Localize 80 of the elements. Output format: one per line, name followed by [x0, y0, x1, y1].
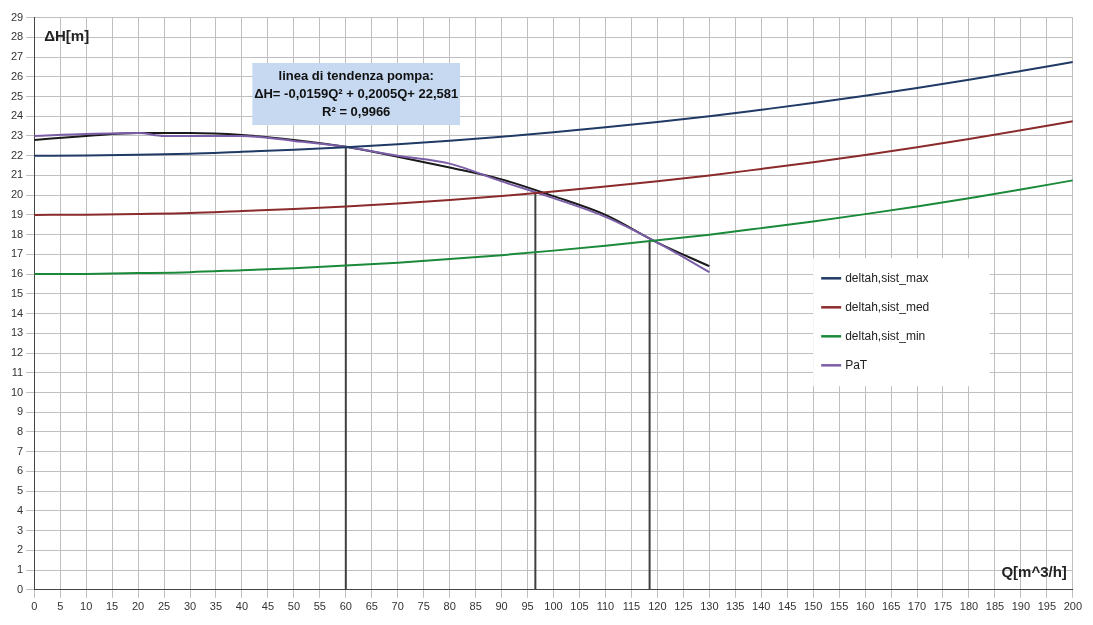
- y-tick-label: 15: [10, 286, 24, 299]
- x-tick-label: 130: [700, 600, 719, 613]
- x-tick-label: 190: [1011, 600, 1031, 613]
- y-tick-label: 3: [17, 523, 24, 536]
- y-tick-label: 4: [17, 503, 24, 516]
- y-tick-label: 24: [10, 109, 24, 122]
- x-tick-label: 0: [31, 600, 38, 613]
- x-tick-label: 115: [622, 600, 641, 613]
- x-tick-label: 100: [544, 600, 563, 613]
- x-tick-label: 15: [106, 600, 119, 613]
- y-tick-label: 11: [11, 365, 24, 378]
- x-tick-label: 10: [80, 600, 93, 613]
- x-tick-label: 125: [674, 600, 693, 613]
- x-tick-label: 20: [131, 600, 145, 613]
- x-tick-label: 110: [596, 600, 615, 613]
- x-tick-label: 65: [365, 600, 378, 613]
- x-tick-label: 105: [570, 600, 589, 613]
- y-tick-label: 5: [17, 484, 24, 497]
- x-tick-label: 145: [778, 600, 797, 613]
- x-tick-label: 170: [907, 600, 927, 613]
- x-tick-label: 175: [933, 600, 953, 613]
- annotation: ΔH= -0,0159Q² + 0,2005Q+ 22,581: [254, 85, 459, 101]
- x-tick-label: 135: [726, 600, 745, 613]
- y-tick-label: 17: [10, 247, 24, 260]
- x-tick-label: 120: [648, 600, 667, 613]
- x-tick-label: 50: [287, 600, 301, 613]
- x-tick-label: 40: [235, 600, 249, 613]
- x-tick-label: 195: [1037, 600, 1057, 613]
- x-tick-label: 180: [959, 600, 979, 613]
- y-tick-label: 28: [10, 30, 24, 43]
- y-tick-label: 19: [10, 207, 24, 220]
- x-tick-label: 80: [443, 600, 456, 613]
- x-tick-label: 95: [521, 600, 534, 613]
- x-tick-label: 140: [752, 600, 771, 613]
- y-tick-label: 7: [17, 444, 24, 457]
- y-tick-label: 12: [10, 346, 24, 359]
- legend-label: deltah,sist_min: [845, 328, 926, 343]
- y-axis-title: ΔH[m]: [44, 27, 90, 45]
- y-tick-label: 0: [17, 582, 24, 595]
- y-tick-label: 8: [17, 424, 24, 437]
- y-tick-label: 22: [10, 148, 24, 161]
- y-tick-label: 20: [10, 188, 24, 201]
- x-tick-label: 160: [855, 600, 875, 613]
- x-tick-label: 60: [339, 600, 352, 613]
- annotation: R² = 0,9966: [322, 103, 391, 119]
- x-tick-label: 200: [1063, 600, 1082, 613]
- x-tick-label: 155: [829, 600, 849, 613]
- y-tick-label: 1: [17, 563, 24, 576]
- x-tick-label: 85: [469, 600, 482, 613]
- y-tick-label: 23: [10, 129, 24, 142]
- x-axis-title: Q[m^3/h]: [1001, 562, 1067, 580]
- legend-label: deltah,sist_max: [845, 270, 929, 285]
- y-tick-label: 13: [10, 326, 24, 339]
- y-tick-label: 9: [17, 405, 24, 418]
- x-tick-label: 70: [391, 600, 404, 613]
- y-tick-label: 29: [10, 10, 24, 23]
- x-tick-label: 55: [313, 600, 326, 613]
- x-tick-label: 185: [985, 600, 1005, 613]
- x-tick-label: 35: [209, 600, 223, 613]
- y-tick-label: 27: [10, 50, 24, 63]
- y-tick-label: 2: [17, 543, 24, 556]
- legend-label: PaT: [845, 357, 868, 372]
- legend-label: deltah,sist_med: [845, 299, 930, 314]
- x-tick-label: 25: [157, 600, 171, 613]
- y-tick-label: 21: [10, 168, 24, 181]
- x-tick-label: 90: [495, 600, 508, 613]
- y-tick-label: 14: [10, 306, 24, 319]
- y-tick-label: 16: [10, 267, 24, 280]
- y-tick-label: 18: [10, 227, 24, 240]
- y-tick-label: 6: [17, 464, 24, 477]
- y-tick-label: 25: [10, 89, 24, 102]
- x-tick-label: 165: [881, 600, 901, 613]
- y-tick-label: 26: [10, 69, 24, 82]
- x-tick-label: 30: [183, 600, 197, 613]
- x-tick-label: 45: [261, 600, 275, 613]
- x-tick-label: 75: [417, 600, 430, 613]
- x-tick-label: 5: [57, 600, 64, 613]
- y-tick-label: 10: [10, 385, 24, 398]
- x-tick-label: 150: [804, 600, 823, 613]
- annotation: linea di tendenza pompa:: [278, 67, 434, 83]
